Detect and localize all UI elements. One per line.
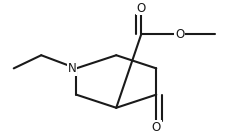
Text: N: N xyxy=(68,62,76,75)
Text: O: O xyxy=(175,28,184,41)
Text: O: O xyxy=(136,2,146,14)
Text: O: O xyxy=(152,121,161,134)
